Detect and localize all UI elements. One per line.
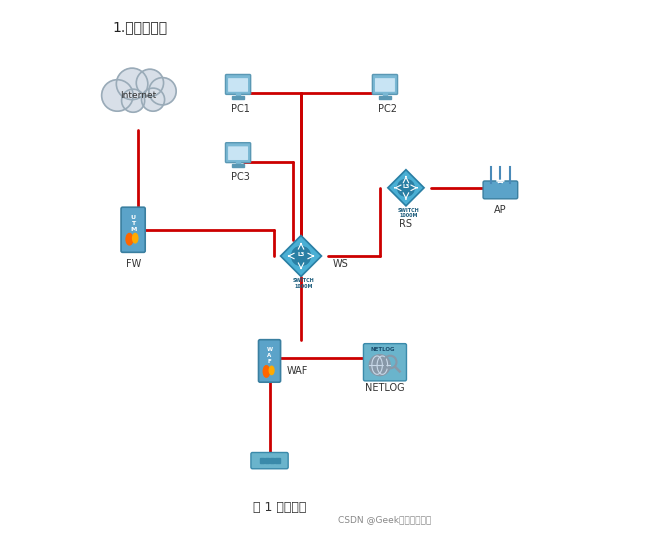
- FancyBboxPatch shape: [251, 453, 288, 469]
- Bar: [232, 96, 244, 99]
- Text: 1.网络拓扑图: 1.网络拓扑图: [112, 20, 168, 34]
- Circle shape: [398, 179, 414, 196]
- FancyBboxPatch shape: [121, 207, 145, 252]
- Text: WS: WS: [332, 259, 348, 269]
- Ellipse shape: [132, 233, 138, 243]
- Circle shape: [102, 80, 133, 111]
- Bar: [259, 458, 264, 463]
- FancyBboxPatch shape: [364, 344, 406, 381]
- Text: PC1: PC1: [231, 104, 250, 114]
- Text: L3: L3: [297, 253, 305, 257]
- Text: SWITCH
1000M: SWITCH 1000M: [293, 278, 315, 289]
- Text: FW: FW: [126, 259, 141, 269]
- Text: PC3: PC3: [231, 172, 250, 182]
- Text: WAF: WAF: [287, 366, 308, 376]
- Circle shape: [291, 246, 311, 265]
- Bar: [236, 160, 240, 166]
- Circle shape: [149, 78, 176, 105]
- Bar: [236, 92, 240, 98]
- FancyBboxPatch shape: [225, 143, 251, 163]
- Ellipse shape: [269, 366, 274, 375]
- Bar: [232, 164, 244, 167]
- FancyBboxPatch shape: [259, 340, 281, 382]
- Polygon shape: [281, 236, 321, 277]
- Text: AP: AP: [494, 205, 507, 215]
- Circle shape: [369, 354, 390, 376]
- Text: Internet: Internet: [120, 91, 156, 100]
- Text: NETLOG: NETLOG: [370, 347, 395, 352]
- Bar: [383, 92, 387, 98]
- FancyBboxPatch shape: [372, 75, 398, 94]
- Circle shape: [142, 88, 165, 111]
- Bar: [270, 458, 274, 463]
- Bar: [378, 96, 391, 99]
- Text: L3: L3: [402, 184, 410, 189]
- Bar: [265, 458, 269, 463]
- FancyBboxPatch shape: [228, 147, 248, 160]
- Ellipse shape: [263, 366, 269, 377]
- Text: CSDN @Geek极安网络安全: CSDN @Geek极安网络安全: [338, 515, 432, 524]
- Text: 图 1 网络拓扑: 图 1 网络拓扑: [253, 502, 307, 514]
- Circle shape: [136, 69, 164, 96]
- Text: SWITCH
1000M: SWITCH 1000M: [398, 207, 420, 219]
- Text: NETLOG: NETLOG: [365, 383, 405, 393]
- Circle shape: [122, 89, 145, 112]
- Circle shape: [116, 68, 148, 100]
- Text: W
A
F: W A F: [267, 348, 273, 364]
- Ellipse shape: [126, 233, 133, 245]
- FancyBboxPatch shape: [225, 75, 251, 94]
- Text: RS: RS: [400, 219, 412, 229]
- Text: U
T
M: U T M: [130, 215, 136, 232]
- FancyBboxPatch shape: [483, 181, 518, 199]
- Ellipse shape: [112, 87, 165, 104]
- Text: PC2: PC2: [378, 104, 397, 114]
- FancyBboxPatch shape: [228, 78, 248, 92]
- Bar: [275, 458, 279, 463]
- FancyBboxPatch shape: [375, 78, 395, 92]
- Polygon shape: [388, 169, 424, 206]
